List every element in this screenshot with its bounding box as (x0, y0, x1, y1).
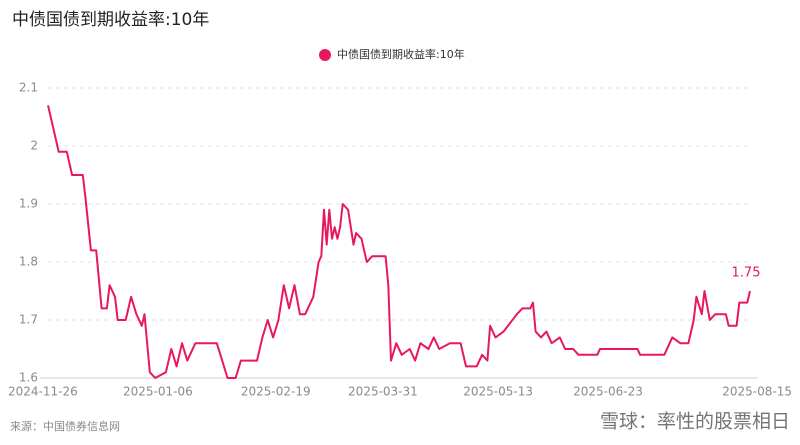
y-tick-label: 1.6 (19, 371, 38, 385)
chart-title: 中债国债到期收益率:10年 (12, 10, 209, 30)
watermark: 雪球：率性的股票相日 (600, 411, 790, 433)
y-tick-label: 1.7 (19, 313, 38, 327)
x-tick-label: 2025-05-13 (463, 385, 533, 399)
y-tick-label: 1.9 (19, 197, 38, 211)
value-label: 1.75 (732, 266, 761, 281)
x-tick-label: 2024-11-26 (8, 385, 78, 399)
x-tick-label: 2025-01-06 (123, 385, 193, 399)
x-tick-label: 2025-08-15 (722, 385, 792, 399)
y-tick-label: 1.8 (19, 255, 38, 269)
x-tick-label: 2025-02-19 (241, 385, 311, 399)
x-tick-label: 2025-03-31 (348, 385, 418, 399)
source-note: 来源：中国债券信息网 (10, 419, 120, 433)
y-tick-label: 2 (30, 139, 38, 153)
legend-marker (319, 49, 331, 61)
y-tick-label: 2.1 (19, 81, 38, 95)
line-series (47, 105, 751, 379)
x-tick-label: 2025-06-23 (573, 385, 643, 399)
legend-label: 中债国债到期收益率:10年 (337, 47, 465, 61)
